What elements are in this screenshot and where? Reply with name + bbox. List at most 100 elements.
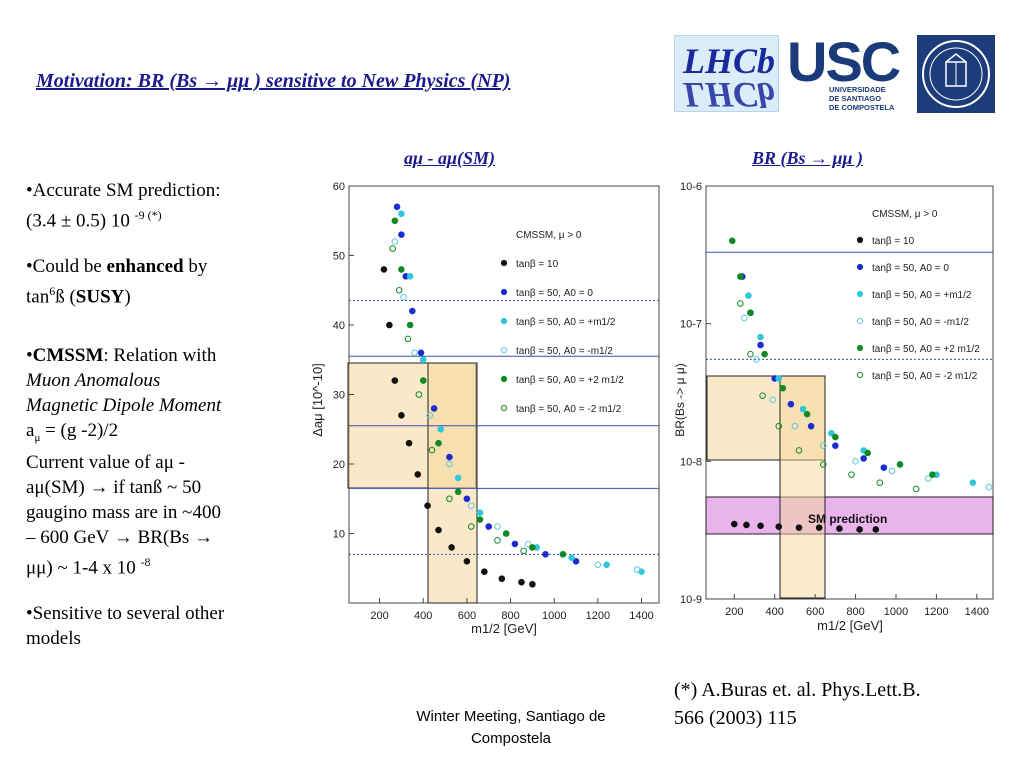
usc-logo-text: USC bbox=[787, 30, 901, 93]
footer-line-1: Winter Meeting, Santiago de bbox=[416, 708, 606, 725]
data-point-series-1 bbox=[380, 266, 388, 273]
data-point-series-6 bbox=[747, 350, 754, 358]
legend-marker bbox=[856, 317, 864, 325]
data-point-series-5 bbox=[502, 530, 510, 537]
amu-ylabel: Δaμ [10^-10] bbox=[310, 363, 325, 437]
y-tick-label: 10-8 bbox=[680, 456, 702, 468]
data-point-series-1 bbox=[795, 524, 803, 531]
bullet-2-pre: •Could be bbox=[26, 256, 107, 278]
legend-entry: tanβ = 50, A0 = -2 m1/2 bbox=[516, 404, 622, 415]
legend-marker bbox=[500, 288, 508, 296]
data-point-series-3 bbox=[568, 554, 575, 562]
legend-entry: tanβ = 10 bbox=[872, 236, 915, 247]
data-point-series-3 bbox=[603, 561, 610, 569]
data-point-series-4 bbox=[852, 458, 859, 465]
data-point-series-1 bbox=[405, 439, 413, 447]
y-tick-label: 30 bbox=[333, 390, 345, 402]
bullet-2-tan: tan bbox=[26, 286, 50, 308]
data-point-series-2 bbox=[393, 203, 401, 211]
bullet-4-line-2: models bbox=[26, 627, 81, 649]
data-point-series-5 bbox=[737, 273, 744, 280]
data-point-series-3 bbox=[757, 333, 764, 341]
data-point-series-5 bbox=[803, 410, 811, 418]
x-tick-label: 800 bbox=[501, 610, 519, 622]
x-tick-label: 600 bbox=[458, 610, 476, 622]
data-point-series-2 bbox=[807, 422, 815, 430]
data-point-series-6 bbox=[737, 300, 744, 307]
slide-footer: Winter Meeting, Santiago de Compostela bbox=[380, 706, 642, 750]
data-point-series-6 bbox=[395, 286, 403, 294]
data-point-series-1 bbox=[391, 377, 399, 384]
data-point-series-6 bbox=[494, 537, 501, 544]
data-point-series-2 bbox=[832, 442, 839, 449]
data-point-series-2 bbox=[860, 455, 867, 462]
data-point-series-6 bbox=[467, 523, 475, 530]
x-tick-label: 800 bbox=[846, 606, 864, 618]
data-point-series-1 bbox=[463, 558, 471, 565]
lhcb-logo-text: LHCb bbox=[683, 41, 776, 81]
y-tick-label: 10-6 bbox=[680, 181, 702, 193]
data-point-series-1 bbox=[424, 502, 431, 510]
data-point-series-1 bbox=[836, 525, 843, 532]
legend-marker bbox=[500, 375, 508, 383]
data-point-series-6 bbox=[446, 495, 453, 503]
data-point-series-6 bbox=[795, 447, 803, 454]
bullet-1-line-2: (3.4 ± 0.5) 10 bbox=[26, 210, 130, 232]
bullet-2-exponent: 6 bbox=[49, 284, 56, 299]
data-point-series-1 bbox=[435, 526, 442, 534]
bullet-list: •Accurate SM prediction: (3.4 ± 0.5) 10 … bbox=[26, 178, 298, 651]
data-point-series-2 bbox=[787, 400, 795, 408]
data-point-series-4 bbox=[391, 238, 399, 245]
data-point-series-4 bbox=[467, 502, 475, 510]
legend-entry: tanβ = 50, A0 = -m1/2 bbox=[516, 346, 613, 357]
legend-entry: tanβ = 50, A0 = 0 bbox=[516, 288, 593, 299]
data-point-series-2 bbox=[463, 495, 471, 503]
bullet-3-dot: • bbox=[26, 344, 33, 366]
data-point-series-5 bbox=[896, 461, 904, 468]
sm-prediction-band bbox=[705, 496, 994, 535]
x-tick-label: 1400 bbox=[965, 606, 989, 618]
data-point-series-2 bbox=[485, 523, 493, 530]
amu-chart: 200 400 600 800 1000 1200 1400 10 20 30 40 50 60 CMS… bbox=[300, 175, 662, 640]
bullet-3-italic-1: Muon Anomalous bbox=[26, 369, 161, 391]
data-point-series-3 bbox=[476, 509, 484, 516]
bullet-3-bold: CMSSM bbox=[32, 344, 104, 366]
university-seal-icon bbox=[917, 35, 995, 113]
amu-mass-band bbox=[427, 362, 478, 604]
data-point-series-5 bbox=[529, 544, 536, 551]
left-plot-header: aμ - aμ(SM) bbox=[404, 148, 496, 168]
br-mass-band bbox=[779, 375, 826, 599]
data-point-series-5 bbox=[832, 433, 839, 441]
data-point-series-1 bbox=[481, 568, 488, 576]
legend-marker bbox=[856, 290, 864, 298]
x-tick-label: 400 bbox=[414, 610, 432, 622]
data-point-series-2 bbox=[398, 231, 405, 238]
legend-marker bbox=[856, 263, 864, 271]
bullet-2-post: by bbox=[183, 256, 208, 278]
bullet-2-bold: enhanced bbox=[106, 256, 184, 278]
data-point-series-5 bbox=[728, 237, 736, 245]
data-point-series-6 bbox=[520, 547, 527, 555]
y-tick-label: 40 bbox=[333, 320, 345, 332]
data-point-series-2 bbox=[446, 453, 453, 461]
bullet-3-a: a bbox=[26, 419, 35, 441]
br-xlabel: m1/2 [GeV] bbox=[817, 618, 883, 633]
x-tick-label: 600 bbox=[806, 606, 824, 618]
data-point-series-1 bbox=[398, 412, 405, 419]
br-plot-frame bbox=[705, 185, 994, 600]
data-point-series-5 bbox=[476, 516, 484, 523]
x-tick-label: 1200 bbox=[586, 610, 610, 622]
data-point-series-4 bbox=[741, 314, 748, 322]
amu-xlabel: m1/2 [GeV] bbox=[471, 621, 537, 636]
bullet-3-mu-sub: μ bbox=[34, 431, 41, 444]
data-point-series-1 bbox=[872, 526, 880, 533]
footer-line-2: Compostela bbox=[470, 730, 552, 747]
data-point-series-4 bbox=[426, 412, 434, 419]
legend-marker bbox=[500, 259, 508, 267]
data-point-series-5 bbox=[406, 321, 414, 329]
data-point-series-1 bbox=[448, 544, 455, 551]
data-point-series-4 bbox=[925, 475, 932, 482]
data-point-series-1 bbox=[529, 580, 536, 588]
legend-entry: tanβ = 10 bbox=[516, 259, 559, 270]
x-tick-label: 200 bbox=[725, 606, 743, 618]
